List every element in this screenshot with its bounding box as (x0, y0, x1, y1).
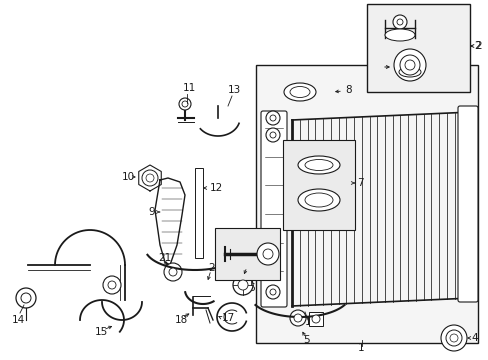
Circle shape (449, 334, 457, 342)
Circle shape (445, 330, 461, 346)
Circle shape (269, 115, 275, 121)
Circle shape (269, 132, 275, 138)
Circle shape (232, 275, 252, 295)
Text: 21: 21 (158, 253, 171, 263)
Circle shape (393, 49, 425, 81)
Text: 5: 5 (303, 335, 309, 345)
Circle shape (269, 289, 275, 295)
Ellipse shape (297, 189, 339, 211)
Text: 16: 16 (244, 260, 258, 270)
Text: 4: 4 (470, 333, 477, 343)
Circle shape (404, 60, 414, 70)
Circle shape (293, 314, 302, 322)
Text: 18: 18 (175, 315, 188, 325)
Ellipse shape (305, 193, 332, 207)
Circle shape (238, 280, 247, 290)
Text: 15: 15 (95, 327, 108, 337)
Circle shape (265, 111, 280, 125)
Circle shape (108, 281, 116, 289)
FancyBboxPatch shape (261, 111, 286, 307)
Text: 8: 8 (345, 85, 351, 95)
Ellipse shape (305, 159, 332, 171)
Circle shape (396, 19, 402, 25)
Circle shape (142, 170, 158, 186)
Bar (366, 4, 469, 92)
Circle shape (265, 128, 280, 142)
Ellipse shape (289, 86, 309, 98)
Text: 3: 3 (373, 62, 380, 72)
Ellipse shape (297, 156, 339, 174)
Ellipse shape (384, 29, 414, 41)
FancyBboxPatch shape (457, 106, 477, 302)
Text: 6: 6 (247, 283, 254, 293)
Circle shape (146, 174, 154, 182)
Circle shape (16, 288, 36, 308)
Text: 10: 10 (122, 172, 135, 182)
Circle shape (257, 243, 279, 265)
Circle shape (399, 55, 419, 75)
Circle shape (169, 268, 177, 276)
Circle shape (440, 325, 466, 351)
Circle shape (21, 293, 31, 303)
Text: 13: 13 (227, 85, 241, 95)
Text: 14: 14 (12, 315, 25, 325)
Bar (308, 312, 323, 326)
Ellipse shape (398, 67, 420, 77)
Circle shape (311, 315, 319, 323)
Bar (195, 168, 203, 258)
Text: 7: 7 (356, 178, 363, 188)
Text: 17: 17 (222, 313, 235, 323)
Ellipse shape (284, 83, 315, 101)
Text: 2: 2 (474, 41, 481, 51)
Circle shape (265, 285, 280, 299)
Circle shape (289, 310, 305, 326)
Text: 12: 12 (209, 183, 223, 193)
Circle shape (103, 276, 121, 294)
Circle shape (179, 98, 191, 110)
Text: 1: 1 (357, 343, 364, 353)
Text: 11: 11 (183, 83, 196, 93)
Bar (256, 65, 477, 343)
Circle shape (263, 249, 272, 259)
Circle shape (182, 101, 187, 107)
Text: 19: 19 (305, 317, 318, 327)
Circle shape (163, 263, 182, 281)
Text: 9: 9 (148, 207, 154, 217)
Bar (215, 228, 280, 280)
Text: 2: 2 (473, 41, 480, 51)
Circle shape (392, 15, 406, 29)
Bar (283, 140, 354, 230)
Text: 20: 20 (207, 263, 221, 273)
